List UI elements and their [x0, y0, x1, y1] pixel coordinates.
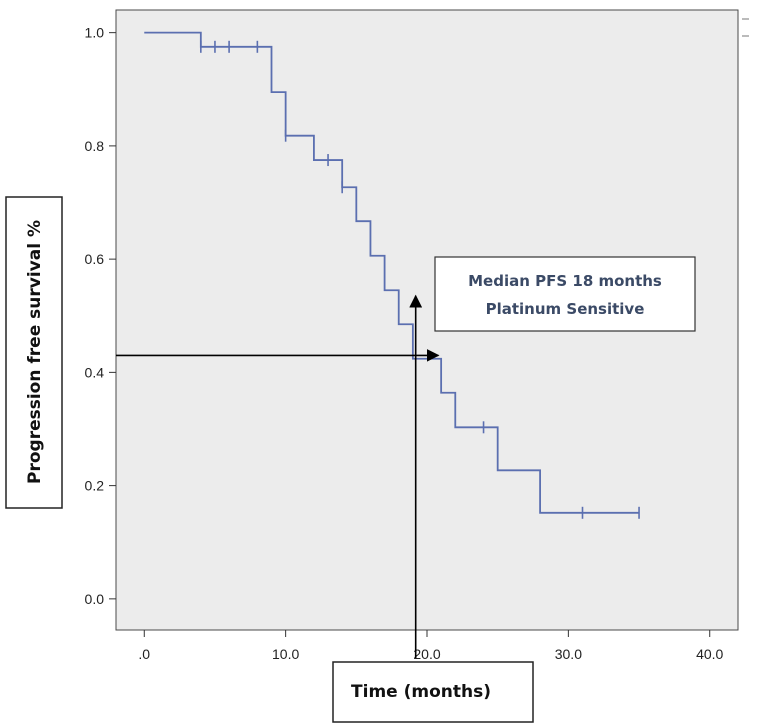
axes: 0.0 0.2 0.4 0.6 0.8 1.0 .0 10.0 20.0 30.0 40.0	[85, 25, 724, 662]
y-tick-label: 1.0	[85, 25, 105, 41]
y-tick-label: 0.6	[85, 251, 105, 267]
y-tick-label: 0.4	[85, 364, 105, 380]
annotation-box	[434, 256, 696, 332]
x-axis-label: Time (months)	[351, 682, 491, 702]
annotation-line-2: Platinum Sensitive	[486, 300, 645, 318]
y-tick-label: 0.0	[85, 591, 105, 607]
x-tick-label: 30.0	[555, 646, 582, 662]
survival-curve	[144, 31, 640, 514]
y-axis-label-box: Progression free survival %	[5, 196, 63, 509]
median-annotation: Median PFS 18 months Platinum Sensitive	[434, 256, 696, 332]
annotation-line-1: Median PFS 18 months	[468, 272, 662, 290]
x-tick-label: 10.0	[272, 646, 299, 662]
median-arrows	[116, 294, 440, 658]
censor-marks	[200, 40, 640, 519]
x-axis-label-box: Time (months)	[332, 661, 534, 723]
y-axis-label-frame	[5, 196, 63, 509]
x-tick-label: .0	[138, 646, 150, 662]
x-axis-label-frame	[332, 661, 534, 723]
y-tick-label: 0.8	[85, 138, 105, 154]
y-axis-label: Progression free survival %	[25, 220, 45, 484]
x-tick-label: 40.0	[696, 646, 723, 662]
survival-step-line	[144, 31, 640, 514]
x-tick-label: 20.0	[413, 646, 440, 662]
y-tick-label: 0.2	[85, 478, 105, 494]
